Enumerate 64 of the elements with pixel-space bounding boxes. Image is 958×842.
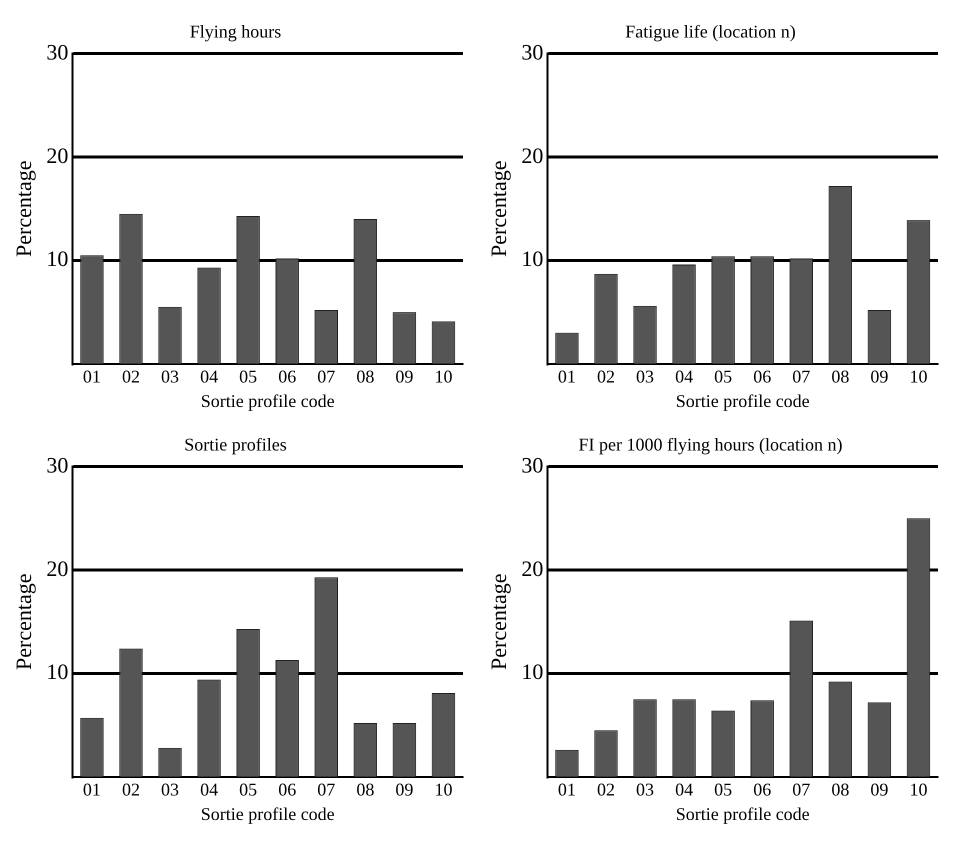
y-axis-title: Percentage <box>10 160 36 257</box>
chart-title: Flying hours <box>190 22 282 42</box>
x-tick-label: 02 <box>122 366 140 386</box>
x-tick-label: 01 <box>82 779 101 800</box>
x-tick-label: 03 <box>636 366 654 386</box>
x-tick-label: 03 <box>636 779 654 800</box>
x-axis-title: Sortie profile code <box>676 804 810 824</box>
x-tick-label: 09 <box>395 779 414 800</box>
x-tick-label: 01 <box>558 366 576 386</box>
x-tick-label: 09 <box>870 366 888 386</box>
y-tick-label: 20 <box>521 556 544 581</box>
chart-title: Fatigue life (location n) <box>625 22 796 42</box>
x-tick-label: 05 <box>239 366 258 386</box>
x-tick-label: 09 <box>395 366 414 386</box>
x-tick-label: 06 <box>753 779 772 800</box>
y-tick-label: 30 <box>521 39 544 64</box>
x-tick-label: 01 <box>82 366 101 386</box>
chart-title: Sortie profiles <box>184 434 287 455</box>
y-tick-label: 10 <box>521 659 544 684</box>
x-tick-label: 05 <box>239 779 258 800</box>
x-tick-label: 05 <box>714 779 732 800</box>
x-tick-label: 07 <box>317 366 336 386</box>
x-tick-label: 02 <box>122 779 140 800</box>
y-tick-label: 30 <box>46 452 68 478</box>
x-tick-label: 04 <box>200 779 218 800</box>
x-tick-label: 10 <box>434 779 452 800</box>
x-tick-label: 04 <box>675 779 694 800</box>
x-tick-label: 02 <box>596 366 615 386</box>
y-tick-label: 10 <box>46 659 68 684</box>
x-tick-label: 03 <box>161 779 180 800</box>
x-tick-label: 07 <box>792 779 810 800</box>
x-tick-label: 07 <box>317 779 336 800</box>
x-tick-label: 07 <box>792 366 810 386</box>
x-tick-label: 10 <box>909 779 928 800</box>
x-tick-label: 08 <box>356 779 374 800</box>
y-axis-title: Percentage <box>10 573 36 670</box>
y-tick-label: 30 <box>46 39 68 64</box>
x-tick-label: 01 <box>558 779 576 800</box>
x-tick-label: 02 <box>596 779 615 800</box>
y-axis-title: Percentage <box>486 573 511 670</box>
x-tick-label: 08 <box>356 366 374 386</box>
x-axis-title: Sortie profile code <box>676 390 810 411</box>
y-tick-label: 10 <box>521 246 544 272</box>
x-tick-label: 03 <box>161 366 180 386</box>
y-axis-title: Percentage <box>486 160 511 257</box>
x-tick-label: 04 <box>200 366 218 386</box>
x-tick-label: 06 <box>753 366 772 386</box>
y-tick-label: 20 <box>521 142 544 168</box>
y-tick-label: 20 <box>46 142 68 168</box>
x-axis-title: Sortie profile code <box>200 804 335 824</box>
x-tick-label: 08 <box>831 366 850 386</box>
x-tick-label: 06 <box>278 779 296 800</box>
x-tick-label: 10 <box>909 366 928 386</box>
x-tick-label: 04 <box>675 366 694 386</box>
chart-title: FI per 1000 flying hours (location n) <box>578 434 842 455</box>
x-tick-label: 05 <box>714 366 732 386</box>
y-tick-label: 10 <box>46 246 68 272</box>
y-tick-label: 20 <box>46 556 68 581</box>
x-tick-label: 08 <box>831 779 850 800</box>
x-tick-label: 06 <box>278 366 296 386</box>
x-tick-label: 09 <box>870 779 888 800</box>
y-tick-label: 30 <box>521 452 544 478</box>
x-tick-label: 10 <box>434 366 452 386</box>
x-axis-title: Sortie profile code <box>200 390 335 411</box>
